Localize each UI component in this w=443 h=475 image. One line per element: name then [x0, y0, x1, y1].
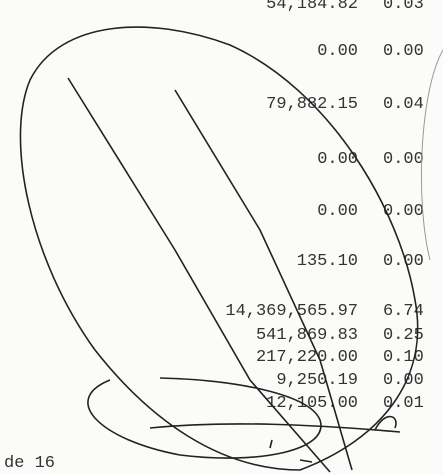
amount-cell: 217,220.00 — [255, 348, 358, 367]
percent-cell: 0.04 — [383, 95, 424, 114]
percent-cell: 6.74 — [383, 302, 424, 321]
amount-cell: 12,105.00 — [266, 394, 358, 413]
percent-cell: 0.00 — [383, 371, 424, 390]
stroke — [374, 415, 397, 431]
stroke — [67, 77, 331, 473]
amount-cell: 541,869.83 — [255, 326, 358, 345]
amount-cell: 9,250.19 — [276, 371, 358, 390]
percent-cell: 0.00 — [383, 202, 424, 221]
loop — [87, 377, 322, 459]
percent-cell: 0.00 — [383, 42, 424, 61]
percent-cell: 0.03 — [383, 0, 424, 14]
percent-cell: 0.00 — [383, 252, 424, 271]
stamp — [420, 49, 443, 261]
amount-cell: 135.10 — [296, 252, 358, 271]
stroke — [174, 89, 353, 471]
percent-cell: 0.25 — [383, 326, 424, 345]
percent-cell: 0.00 — [383, 150, 424, 169]
amount-cell: 0.00 — [317, 42, 358, 61]
amount-cell: 0.00 — [317, 202, 358, 221]
footer: de 16 — [4, 454, 56, 473]
percent-cell: 0.01 — [383, 394, 424, 413]
amount-cell: 54,184.82 — [266, 0, 358, 14]
ellipse — [19, 26, 419, 471]
amount-cell: 0.00 — [317, 150, 358, 169]
stroke — [149, 423, 401, 433]
tick — [269, 439, 313, 463]
amount-cell: 14,369,565.97 — [225, 302, 358, 321]
